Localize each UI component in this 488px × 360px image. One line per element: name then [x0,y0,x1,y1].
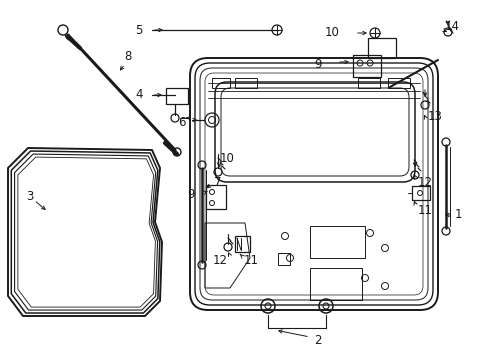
Text: 13: 13 [427,111,442,123]
Text: 14: 14 [444,21,459,33]
Text: 3: 3 [26,189,33,202]
Text: 12: 12 [417,176,432,189]
Text: 10: 10 [325,27,339,40]
Text: 9: 9 [314,58,321,72]
Text: 12: 12 [213,253,227,266]
Bar [367,38,395,58]
Bar [387,78,409,88]
Bar [411,186,429,200]
Bar [165,88,187,104]
Bar [235,236,249,252]
Text: 1: 1 [454,208,462,221]
Bar [235,78,257,88]
Text: 10: 10 [220,152,234,165]
Bar [212,78,229,88]
Text: 6: 6 [178,116,185,129]
Text: 5: 5 [135,23,142,36]
Text: 9: 9 [187,189,195,202]
Bar [205,185,225,209]
Text: 7: 7 [214,175,221,189]
Text: 8: 8 [124,50,131,63]
Bar [357,78,379,88]
Text: 4: 4 [135,89,142,102]
Bar [309,268,361,300]
Bar [278,253,289,265]
Text: 2: 2 [314,333,321,346]
Text: 11: 11 [244,253,259,266]
Bar [309,226,364,258]
Text: 11: 11 [417,203,432,216]
Bar [352,55,380,77]
